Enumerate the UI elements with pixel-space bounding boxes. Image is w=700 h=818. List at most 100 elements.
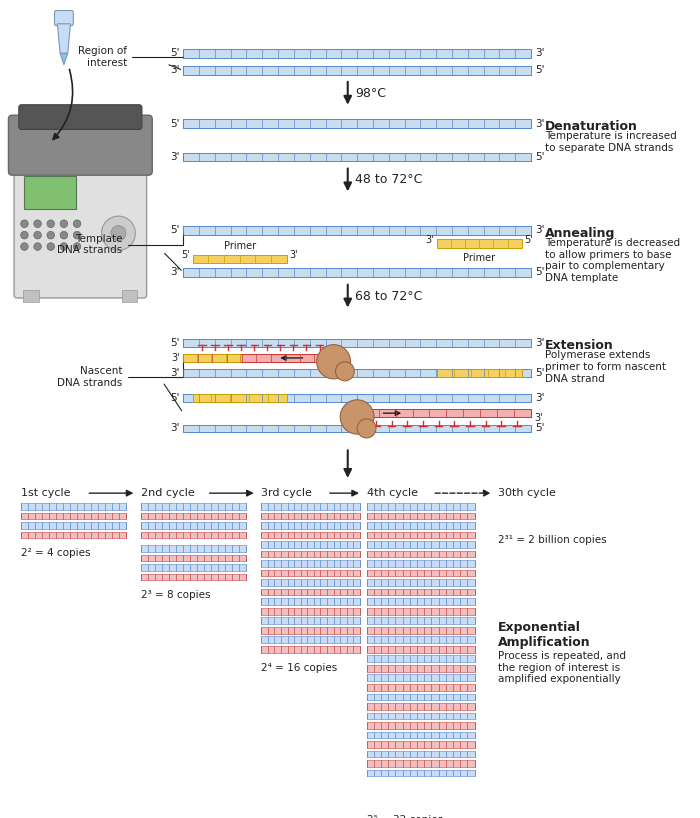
Text: 3': 3' — [426, 235, 434, 245]
Bar — [367, 646, 475, 653]
Bar — [261, 618, 360, 624]
Text: 3': 3' — [535, 226, 545, 236]
Bar — [367, 560, 475, 567]
Bar — [367, 694, 475, 700]
Circle shape — [34, 231, 41, 239]
Circle shape — [340, 400, 374, 434]
Bar — [367, 780, 475, 786]
Bar — [367, 741, 475, 748]
Bar — [141, 522, 246, 529]
Bar — [141, 545, 246, 551]
FancyBboxPatch shape — [8, 115, 153, 175]
Text: 5': 5' — [170, 338, 179, 348]
Text: 3': 3' — [170, 424, 179, 434]
Text: 3': 3' — [170, 152, 179, 162]
Bar — [183, 354, 239, 362]
Bar — [261, 542, 360, 548]
Bar — [21, 532, 126, 538]
Circle shape — [21, 220, 28, 227]
Circle shape — [47, 243, 55, 250]
Circle shape — [102, 216, 135, 250]
Text: 5': 5' — [535, 152, 545, 162]
Bar — [261, 503, 360, 510]
Bar — [141, 513, 246, 519]
Text: Denaturation: Denaturation — [545, 120, 638, 133]
Bar — [367, 636, 475, 643]
Bar — [367, 551, 475, 557]
Text: Region of
interest: Region of interest — [78, 47, 183, 68]
Bar — [367, 703, 475, 710]
Text: Exponential
Amplification: Exponential Amplification — [498, 621, 591, 649]
Text: 2nd cycle: 2nd cycle — [141, 488, 195, 498]
Bar — [183, 339, 531, 347]
Circle shape — [335, 362, 354, 381]
Circle shape — [60, 220, 68, 227]
Bar — [261, 608, 360, 614]
Bar — [367, 513, 475, 519]
Bar — [367, 570, 475, 577]
Bar — [367, 503, 475, 510]
FancyBboxPatch shape — [19, 105, 142, 129]
Text: 4th cycle: 4th cycle — [367, 488, 417, 498]
Bar — [183, 354, 329, 362]
Bar — [141, 555, 246, 561]
Text: 5': 5' — [170, 48, 179, 58]
Circle shape — [74, 231, 80, 239]
Text: 3': 3' — [535, 413, 543, 423]
Bar — [367, 731, 475, 739]
Bar — [362, 409, 531, 417]
Text: Primer: Primer — [463, 254, 496, 263]
Bar — [437, 370, 522, 377]
Text: 3': 3' — [535, 393, 545, 403]
Text: 5': 5' — [170, 226, 179, 236]
Text: Template
DNA strands: Template DNA strands — [57, 233, 183, 255]
Bar — [261, 589, 360, 596]
Text: 5': 5' — [170, 393, 179, 403]
Text: Polymerase extends
primer to form nascent
DNA strand: Polymerase extends primer to form nascen… — [545, 350, 666, 384]
Circle shape — [21, 231, 28, 239]
Circle shape — [21, 243, 28, 250]
FancyBboxPatch shape — [14, 145, 146, 298]
Text: Process is repeated, and
the region of interest is
amplified exponentially: Process is repeated, and the region of i… — [498, 651, 626, 685]
Text: 5': 5' — [181, 250, 190, 260]
Bar — [367, 789, 475, 795]
Text: 30th cycle: 30th cycle — [498, 488, 556, 498]
Bar — [367, 760, 475, 766]
Bar — [261, 513, 360, 519]
Text: 5': 5' — [535, 368, 545, 378]
Text: Temperature is decreased
to allow primers to base
pair to complementary
DNA temp: Temperature is decreased to allow primer… — [545, 238, 680, 283]
Bar — [367, 751, 475, 757]
Bar — [367, 722, 475, 729]
Bar — [183, 425, 531, 432]
Circle shape — [74, 243, 80, 250]
Circle shape — [74, 220, 80, 227]
Bar — [261, 579, 360, 586]
Text: 1st cycle: 1st cycle — [21, 488, 70, 498]
Polygon shape — [60, 53, 68, 65]
Text: 3': 3' — [170, 368, 179, 378]
Bar — [183, 153, 531, 161]
Bar — [261, 551, 360, 557]
Circle shape — [34, 243, 41, 250]
Text: 3': 3' — [171, 353, 179, 363]
Bar — [21, 513, 126, 519]
Text: 5': 5' — [535, 424, 545, 434]
Text: 5': 5' — [170, 119, 179, 128]
Bar — [367, 598, 475, 605]
Text: 2⁴ = 16 copies: 2⁴ = 16 copies — [261, 663, 337, 672]
Bar — [183, 119, 531, 128]
Bar — [367, 655, 475, 662]
Bar — [367, 627, 475, 634]
Text: Primer: Primer — [223, 241, 256, 251]
Text: Annealing: Annealing — [545, 227, 615, 240]
Text: 3': 3' — [535, 338, 545, 348]
Text: Extension: Extension — [545, 339, 614, 352]
Circle shape — [316, 344, 351, 379]
Bar — [24, 290, 38, 302]
Text: 68 to 72°C: 68 to 72°C — [356, 290, 423, 303]
Bar — [367, 608, 475, 614]
Bar — [141, 532, 246, 538]
Bar — [261, 570, 360, 577]
Circle shape — [60, 243, 68, 250]
Bar — [367, 542, 475, 548]
